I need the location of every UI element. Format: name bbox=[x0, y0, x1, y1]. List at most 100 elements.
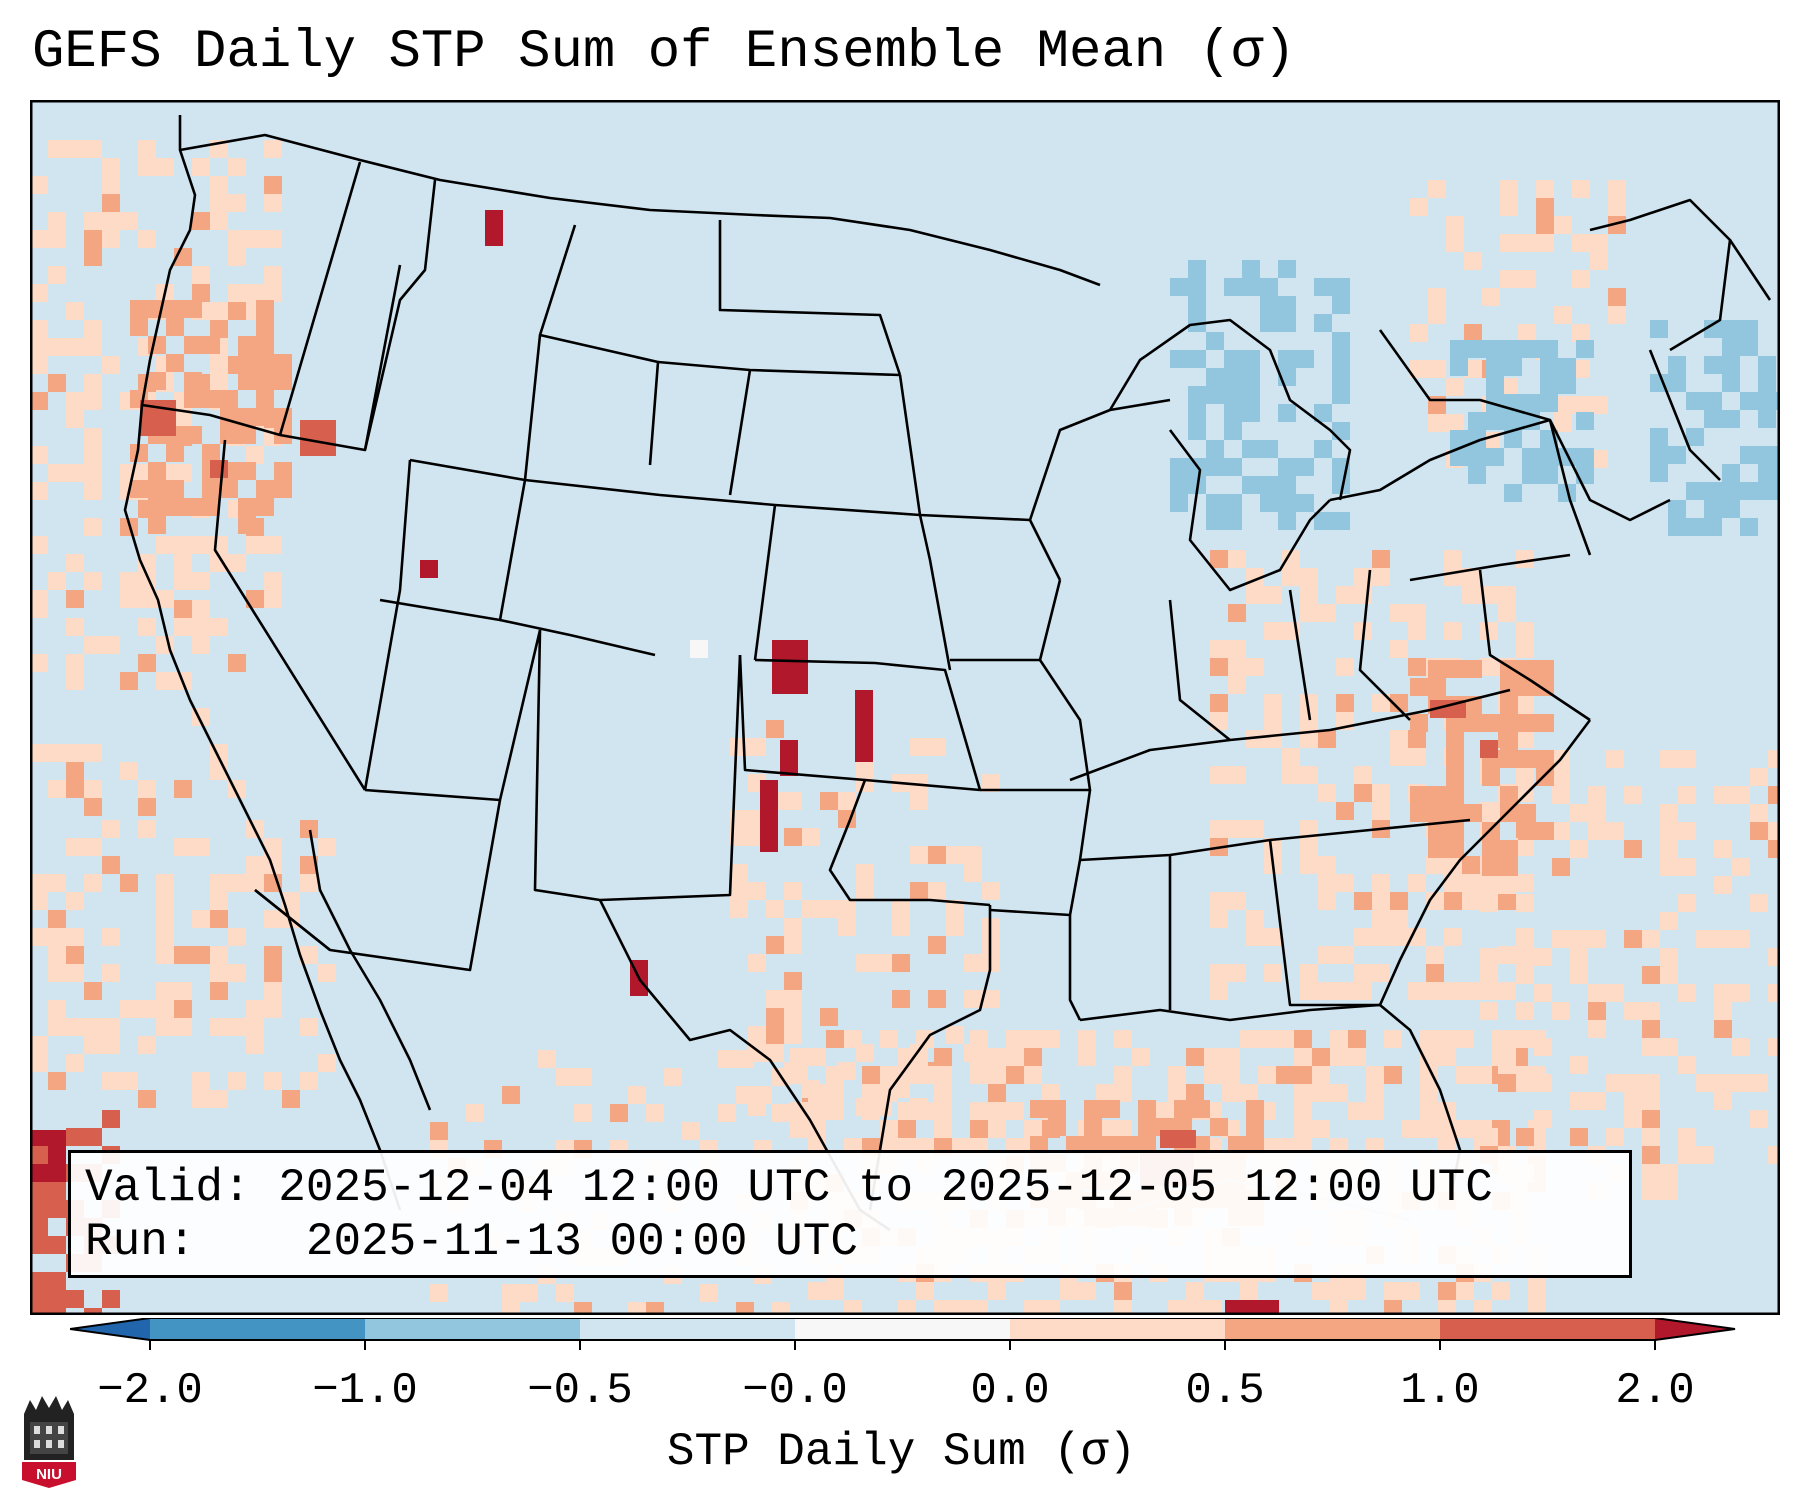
stp-cell bbox=[898, 1102, 916, 1120]
stp-cell bbox=[1758, 464, 1776, 482]
stp-cell bbox=[1444, 856, 1462, 874]
colorbar-segment bbox=[1225, 1318, 1440, 1340]
stp-cell bbox=[102, 194, 120, 212]
stp-cell bbox=[120, 590, 138, 608]
stp-cell bbox=[1464, 324, 1482, 342]
stp-cell bbox=[964, 954, 982, 972]
stp-cell bbox=[84, 248, 102, 266]
stp-cell bbox=[982, 882, 1000, 900]
stp-cell bbox=[192, 266, 210, 284]
stp-cell bbox=[1624, 1074, 1642, 1092]
stp-cell bbox=[1450, 448, 1468, 466]
stp-cell bbox=[892, 954, 910, 972]
stp-cell bbox=[48, 1018, 66, 1036]
stp-cell bbox=[1300, 694, 1318, 712]
stp-cell bbox=[1188, 350, 1206, 368]
stp-cell bbox=[1480, 658, 1498, 676]
stp-cell bbox=[30, 1290, 48, 1308]
stp-cell bbox=[1336, 694, 1354, 712]
stp-cell bbox=[1336, 874, 1354, 892]
stp-cell bbox=[166, 480, 184, 498]
stp-cell bbox=[1354, 766, 1372, 784]
stp-cell bbox=[1246, 1100, 1264, 1118]
stp-cell bbox=[84, 1018, 102, 1036]
run-value: 2025-11-13 00:00 UTC bbox=[305, 1216, 858, 1268]
stp-cell bbox=[228, 284, 246, 302]
stp-cell bbox=[1278, 296, 1296, 314]
stp-cell bbox=[1572, 324, 1590, 342]
stp-cell bbox=[84, 1036, 102, 1054]
stp-cell bbox=[1536, 660, 1554, 678]
stp-cell bbox=[84, 572, 102, 590]
stp-cell bbox=[1750, 804, 1768, 822]
stp-cell bbox=[1390, 694, 1408, 712]
stp-cell bbox=[174, 536, 192, 554]
stp-cell bbox=[84, 798, 102, 816]
stp-cell bbox=[1516, 694, 1534, 712]
stp-cell bbox=[102, 212, 120, 230]
stp-cell bbox=[238, 372, 256, 390]
stp-cell bbox=[1480, 894, 1498, 912]
stp-cell bbox=[1660, 822, 1678, 840]
stp-cell bbox=[30, 176, 48, 194]
map-panel bbox=[30, 100, 1780, 1315]
stp-cell bbox=[84, 140, 102, 158]
stp-cell bbox=[30, 1272, 48, 1290]
stp-cell bbox=[174, 410, 192, 428]
stp-cell bbox=[1276, 1030, 1294, 1048]
stp-cell bbox=[820, 900, 838, 918]
stp-cell bbox=[952, 1300, 970, 1315]
stp-cell bbox=[138, 1090, 156, 1108]
stp-cell bbox=[1240, 1282, 1258, 1300]
stp-cell bbox=[1608, 306, 1626, 324]
stp-cell bbox=[1372, 910, 1390, 928]
stp-cell bbox=[1228, 658, 1246, 676]
stp-cell bbox=[1078, 1282, 1096, 1300]
stp-cell bbox=[820, 792, 838, 810]
map-title: GEFS Daily STP Sum of Ensemble Mean (σ) bbox=[32, 22, 1296, 83]
stp-cell bbox=[300, 1018, 318, 1036]
stp-cell bbox=[1242, 386, 1260, 404]
stp-cell bbox=[102, 856, 120, 874]
stp-cell bbox=[1042, 1084, 1060, 1102]
stp-cell bbox=[48, 1000, 66, 1018]
stp-cell bbox=[274, 462, 292, 480]
stp-cell bbox=[1332, 350, 1350, 368]
stp-cell bbox=[1186, 1300, 1204, 1315]
stp-cell bbox=[1750, 894, 1768, 912]
stp-cell bbox=[1576, 340, 1594, 358]
stp-cell bbox=[1624, 786, 1642, 804]
stp-cell bbox=[1246, 658, 1264, 676]
colorbar-segment bbox=[1440, 1318, 1655, 1340]
stp-cell bbox=[1486, 412, 1504, 430]
stp-cell bbox=[1296, 350, 1314, 368]
stp-cell bbox=[228, 964, 246, 982]
stp-cell bbox=[1668, 446, 1686, 464]
stp-cell bbox=[66, 672, 84, 690]
stp-cell bbox=[210, 910, 228, 928]
stp-cell bbox=[1372, 964, 1390, 982]
stp-cell bbox=[1242, 350, 1260, 368]
stp-cell bbox=[856, 864, 874, 882]
stp-cell bbox=[1554, 306, 1572, 324]
stp-cell bbox=[1206, 494, 1224, 512]
stp-cell bbox=[148, 462, 166, 480]
stp-cell bbox=[1426, 856, 1444, 874]
stp-cell bbox=[246, 536, 264, 554]
stp-cell bbox=[138, 618, 156, 636]
stp-cell bbox=[174, 618, 192, 636]
stp-cell bbox=[30, 1146, 48, 1164]
stp-cell bbox=[274, 372, 292, 390]
stp-cell bbox=[898, 1120, 916, 1138]
stp-cell bbox=[228, 1018, 246, 1036]
stp-cell bbox=[1225, 1300, 1279, 1315]
stp-cell bbox=[120, 874, 138, 892]
stp-cell bbox=[1552, 768, 1570, 786]
stp-cell bbox=[246, 1036, 264, 1054]
stp-cell bbox=[1114, 1066, 1132, 1084]
stp-cell bbox=[1188, 404, 1206, 422]
stp-cell bbox=[784, 792, 802, 810]
stp-cell bbox=[66, 928, 84, 946]
stp-cell bbox=[1456, 1030, 1474, 1048]
stp-cell bbox=[1314, 314, 1332, 332]
